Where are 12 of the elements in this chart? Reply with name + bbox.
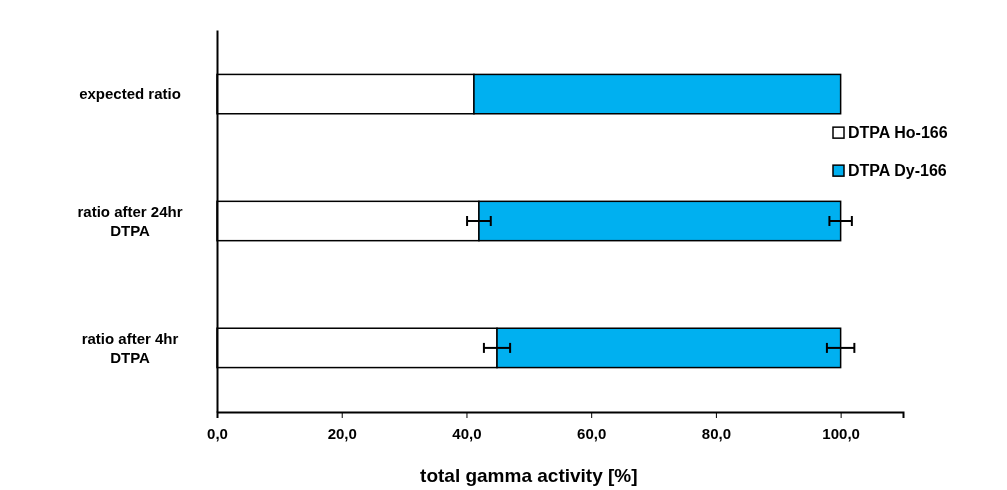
x-tick-label: 40,0 — [452, 425, 482, 442]
x-tick-label: 80,0 — [701, 425, 732, 442]
x-tick-label: 20,0 — [327, 425, 357, 442]
y-tick-label: expected ratio — [79, 85, 181, 103]
legend-label: DTPA Dy-166 — [848, 162, 947, 180]
x-axis-title: total gamma activity [%] — [420, 465, 638, 486]
y-tick-label: ratio after 24hr DTPA — [77, 203, 183, 239]
x-tick-label: 100,0 — [822, 425, 860, 442]
x-tick-label: 0,0 — [207, 425, 228, 442]
x-tick-label: 60,0 — [577, 425, 607, 442]
y-tick-label: ratio after 4hr DTPA — [81, 329, 179, 366]
legend-label: DTPA Ho-166 — [848, 124, 948, 142]
